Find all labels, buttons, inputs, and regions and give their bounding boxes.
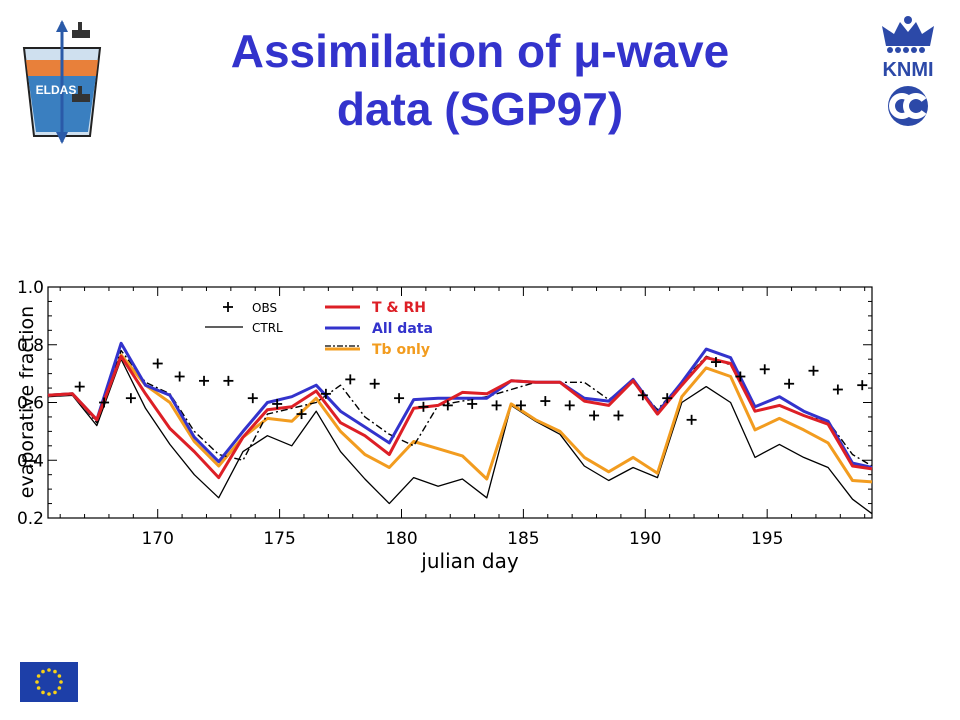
eldas-logo-text: ELDAS <box>36 83 77 97</box>
y-axis-label: evaporative fraction <box>16 306 38 498</box>
eu-star <box>59 680 63 684</box>
eu-flag-logo <box>20 662 78 702</box>
obs-point <box>686 414 697 425</box>
obs-point <box>564 400 575 411</box>
obs-point <box>662 393 673 404</box>
all-data-line <box>47 341 873 469</box>
obs-point <box>637 390 648 401</box>
chart-axes: 170 175 180 185 190 195 0.2 0.4 0.6 0.8 1.0 julian … <box>16 278 873 573</box>
obs-point <box>467 398 478 409</box>
eu-star <box>47 692 51 696</box>
trh-line <box>47 354 873 480</box>
obs-point <box>296 409 307 420</box>
eu-star <box>35 680 39 684</box>
obs-point <box>759 364 770 375</box>
obs-point <box>272 398 283 409</box>
legend-tb-only-label: Tb only <box>372 342 430 358</box>
obs-layer <box>74 357 868 425</box>
x-tick-label: 195 <box>751 529 783 549</box>
ecmwf-logo <box>888 86 928 126</box>
eu-star <box>57 686 62 690</box>
obs-point <box>735 371 746 382</box>
obs-point <box>613 410 624 421</box>
obs-point <box>223 375 234 386</box>
eldas-logo: ELDAS <box>22 20 102 144</box>
legend-ctrl-label: CTRL <box>252 321 283 335</box>
y-tick-label: 0.6 <box>17 394 44 414</box>
eu-star <box>36 686 41 690</box>
obs-point <box>199 375 210 386</box>
legend-ctrl: CTRL <box>205 321 283 335</box>
legend-all-data: All data <box>325 321 433 337</box>
title-line-1: Assimilation of μ-wave <box>230 25 730 77</box>
obs-point <box>418 401 429 412</box>
tb-only-line <box>47 353 873 484</box>
eu-star <box>41 690 45 695</box>
y-tick-label: 0.4 <box>17 451 44 471</box>
x-axis-label: julian day <box>420 549 519 573</box>
obs-point <box>784 378 795 389</box>
obs-point <box>152 358 163 369</box>
obs-point <box>491 400 502 411</box>
ctrl-dashdot-line <box>47 349 873 467</box>
legend-tb-only: Tb only <box>325 342 430 358</box>
legend-obs-label: OBS <box>252 301 277 315</box>
obs-point <box>515 400 526 411</box>
obs-point <box>74 381 85 392</box>
series-layer <box>47 341 873 515</box>
knmi-logo: KNMI <box>882 16 934 126</box>
y-tick-label: 0.2 <box>17 509 44 529</box>
obs-point <box>540 396 551 407</box>
x-tick-label: 190 <box>629 529 661 549</box>
eu-star <box>41 669 45 674</box>
legend-trh-label: T & RH <box>372 300 426 316</box>
eu-star <box>36 674 41 678</box>
y-tick-label: 0.8 <box>17 336 44 356</box>
obs-point <box>442 400 453 411</box>
legend-obs: OBS <box>223 301 277 315</box>
obs-point <box>174 371 185 382</box>
x-tick-label: 180 <box>385 529 417 549</box>
x-tick-label: 185 <box>507 529 539 549</box>
obs-point <box>247 393 258 404</box>
knmi-logo-text: KNMI <box>882 59 933 81</box>
chart-legend: OBS CTRL T & RH All data Tb only <box>205 300 433 358</box>
eu-star <box>47 668 51 672</box>
legend-trh: T & RH <box>325 300 426 316</box>
ctrl-line <box>47 358 873 515</box>
y-tick-label: 1.0 <box>17 278 44 298</box>
obs-point <box>808 365 819 376</box>
obs-point <box>320 388 331 399</box>
obs-point <box>125 393 136 404</box>
obs-point <box>345 374 356 385</box>
eu-star <box>53 669 57 674</box>
title-line-2: data (SGP97) <box>336 83 624 135</box>
legend-all-data-label: All data <box>372 321 433 337</box>
eu-star <box>53 690 57 695</box>
obs-point <box>710 357 721 368</box>
x-tick-label: 170 <box>141 529 173 549</box>
obs-point <box>832 384 843 395</box>
eu-star <box>57 674 62 678</box>
obs-point <box>369 378 380 389</box>
obs-point <box>394 393 405 404</box>
page-title: Assimilation of μ-wave data (SGP97) <box>180 22 780 138</box>
obs-point <box>589 410 600 421</box>
obs-point <box>857 380 868 391</box>
obs-point <box>99 397 110 408</box>
x-tick-label: 175 <box>263 529 295 549</box>
